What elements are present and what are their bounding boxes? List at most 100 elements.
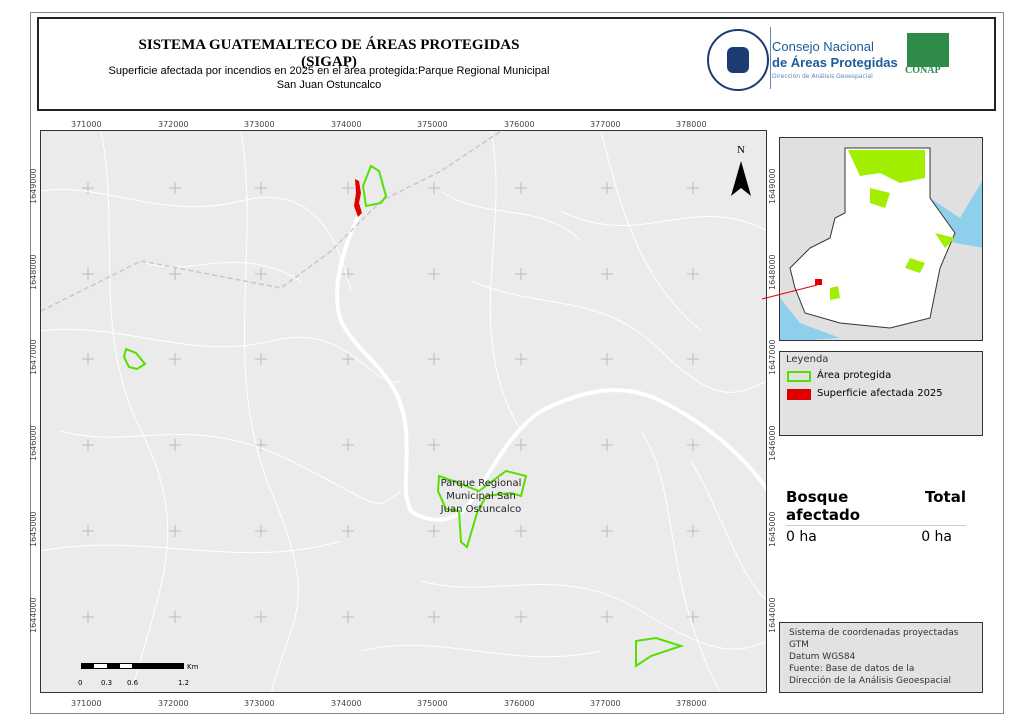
- page-frame: [30, 12, 1004, 714]
- grid-cross: [82, 268, 94, 280]
- x-tick-label: 374000: [331, 699, 362, 708]
- header: SISTEMA GUATEMALTECO DE ÁREAS PROTEGIDAS…: [37, 17, 996, 111]
- main-road: [335, 210, 766, 522]
- affected-summary-table: Bosque afectado Total 0 ha 0 ha: [786, 488, 966, 545]
- grid-cross: [687, 525, 699, 537]
- x-tick-label: 378000: [676, 699, 707, 708]
- grid-cross: [428, 353, 440, 365]
- grid-cross: [515, 439, 527, 451]
- grid-cross: [169, 182, 181, 194]
- metadata-box: Sistema de coordenadas proyectadas GTM D…: [779, 622, 983, 693]
- grid-cross: [82, 353, 94, 365]
- legend-label-protected: Área protegida: [817, 370, 892, 381]
- grid-cross: [687, 182, 699, 194]
- grid-cross: [601, 525, 613, 537]
- main-map[interactable]: N Parque Regional Municipal San Juan Ostun…: [40, 130, 767, 693]
- x-tick-label: 375000: [417, 120, 448, 129]
- grid-cross: [255, 182, 267, 194]
- svg-text:0.3: 0.3: [101, 679, 112, 687]
- x-tick-label: 377000: [590, 120, 621, 129]
- grid-cross: [82, 525, 94, 537]
- grid-cross: [687, 611, 699, 623]
- svg-text:0.6: 0.6: [127, 679, 139, 687]
- grid-cross: [255, 525, 267, 537]
- grid-cross: [515, 525, 527, 537]
- svg-text:Km: Km: [187, 663, 199, 671]
- conap-logo-text-3: Dirección de Análisis Geoespacial: [772, 73, 873, 80]
- grid-cross: [601, 439, 613, 451]
- conap-logo-text-1: Consejo Nacional: [772, 39, 874, 54]
- grid-cross: [342, 439, 354, 451]
- grid-cross: [255, 611, 267, 623]
- grid-cross: [428, 182, 440, 194]
- grid-cross: [342, 182, 354, 194]
- y-tick-label: 1647000: [768, 339, 777, 375]
- x-tick-label: 377000: [590, 699, 621, 708]
- locator-inset-map: [779, 137, 983, 341]
- minor-roads: [41, 131, 766, 692]
- y-tick-label: 1644000: [768, 597, 777, 633]
- conap-logo-label: CONAP: [905, 65, 941, 76]
- grid-cross: [255, 353, 267, 365]
- y-tick-label: 1647000: [29, 339, 38, 375]
- protected-area-label: Parque Regional Municipal San Juan Ostunca…: [440, 478, 522, 515]
- header-total: Total: [925, 488, 966, 506]
- grid-cross: [255, 439, 267, 451]
- grid-cross: [428, 611, 440, 623]
- value-bosque-afectado: 0 ha: [786, 529, 817, 545]
- y-tick-label: 1646000: [768, 425, 777, 461]
- grid-cross: [601, 268, 613, 280]
- conap-logo-text-2: de Áreas Protegidas: [772, 55, 898, 70]
- protected-area-polygon: [361, 164, 388, 208]
- svg-text:0: 0: [78, 679, 82, 687]
- grid-cross: [687, 268, 699, 280]
- grid-cross: [601, 182, 613, 194]
- grid-cross: [687, 353, 699, 365]
- grid-cross: [601, 611, 613, 623]
- x-tick-label: 376000: [504, 699, 535, 708]
- x-tick-label: 374000: [331, 120, 362, 129]
- map-subtitle: Superficie afectada por incendios en 202…: [108, 65, 550, 91]
- grid-cross: [169, 268, 181, 280]
- grid-cross: [82, 439, 94, 451]
- x-tick-label: 378000: [676, 120, 707, 129]
- x-tick-label: 372000: [158, 120, 189, 129]
- grid-cross: [515, 611, 527, 623]
- info-line: Datum WGS84: [789, 652, 856, 662]
- legend-swatch-affected: [787, 389, 811, 400]
- north-arrow: [731, 161, 751, 196]
- grid-cross: [169, 439, 181, 451]
- grid-cross: [428, 439, 440, 451]
- x-tick-label: 372000: [158, 699, 189, 708]
- svg-text:1.2: 1.2: [178, 679, 189, 687]
- legend: Leyenda Área protegida Superficie afecta…: [779, 351, 983, 436]
- north-label: N: [737, 144, 745, 156]
- grid-cross: [342, 353, 354, 365]
- grid-cross: [687, 439, 699, 451]
- municipal-boundary: [41, 131, 502, 312]
- y-tick-label: 1645000: [768, 511, 777, 547]
- grid-cross: [255, 268, 267, 280]
- info-line: GTM: [789, 640, 809, 650]
- grid-cross: [169, 353, 181, 365]
- info-line: Sistema de coordenadas proyectadas: [789, 628, 959, 638]
- legend-title: Leyenda: [786, 354, 829, 365]
- grid-cross: [428, 525, 440, 537]
- guatemala-seal-logo: [707, 29, 769, 91]
- guatemala-outline: [789, 147, 956, 329]
- y-tick-label: 1649000: [29, 168, 38, 204]
- y-tick-label: 1645000: [29, 511, 38, 547]
- grid-cross: [82, 611, 94, 623]
- scale-bar: Km 0 0.3 0.6 1.2: [78, 663, 199, 687]
- grid-cross: [515, 353, 527, 365]
- grid-cross: [515, 182, 527, 194]
- map-title: SISTEMA GUATEMALTECO DE ÁREAS PROTEGIDAS…: [138, 37, 520, 70]
- grid-cross: [342, 525, 354, 537]
- y-tick-label: 1649000: [768, 168, 777, 204]
- grid-crosses: [82, 182, 699, 623]
- info-line: Fuente: Base de datos de la: [789, 664, 915, 674]
- protected-area-polygon: [436, 469, 528, 549]
- grid-cross: [169, 611, 181, 623]
- legend-label-affected: Superficie afectada 2025: [817, 388, 943, 399]
- legend-swatch-protected: [787, 371, 811, 382]
